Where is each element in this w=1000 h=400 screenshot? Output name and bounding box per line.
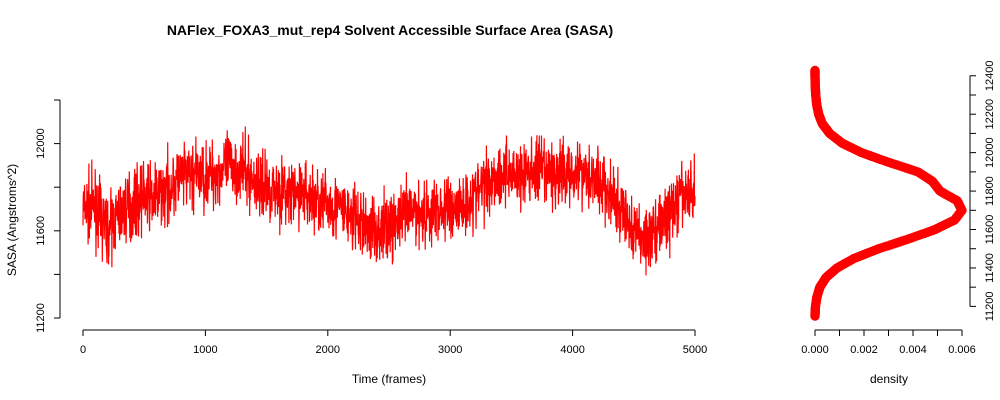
y-axis-label: SASA (Angstroms^2) [5, 164, 19, 276]
density-x-axis: 0.000 0.002 0.004 0.006 [801, 329, 976, 356]
density-point [810, 65, 820, 75]
y-tick-label: 11600 [35, 216, 47, 246]
x-tick-label: 4000 [560, 344, 584, 356]
chart-title: NAFlex_FOXA3_mut_rep4 Solvent Accessible… [167, 22, 613, 38]
x-tick-label: 0 [80, 344, 86, 356]
density-x-tick-label: 0.002 [850, 344, 878, 356]
density-y-tick-label: 11600 [984, 215, 996, 245]
y-axis: 11200 11600 12000 [35, 99, 61, 333]
x-axis: 0 1000 2000 3000 4000 5000 [80, 329, 707, 356]
x-axis-label: Time (frames) [352, 372, 426, 386]
density-y-tick-label: 12400 [984, 60, 996, 91]
density-y-tick-label: 11200 [984, 292, 996, 322]
density-y-tick-label: 12000 [984, 137, 996, 168]
density-y-axis: 11200 11400 11600 11800 12000 12200 12400 [969, 60, 996, 322]
density-y-tick-label: 11800 [984, 176, 996, 206]
sasa-series-line [82, 126, 696, 276]
x-tick-label: 3000 [438, 344, 462, 356]
density-y-tick-label: 12200 [984, 99, 996, 130]
density-x-tick-label: 0.004 [899, 344, 927, 356]
density-panel: 0.000 0.002 0.004 0.006 11200 11400 11600 1180… [801, 60, 996, 386]
x-tick-label: 5000 [683, 344, 707, 356]
density-x-tick-label: 0.000 [801, 344, 829, 356]
density-y-tick-label: 11400 [984, 253, 996, 283]
x-tick-label: 1000 [193, 344, 217, 356]
y-tick-label: 11200 [35, 303, 47, 333]
x-tick-label: 2000 [316, 344, 340, 356]
density-x-axis-label: density [870, 372, 908, 386]
y-tick-label: 12000 [35, 128, 47, 159]
density-x-tick-label: 0.006 [948, 344, 976, 356]
density-curve [810, 65, 967, 321]
time-series-panel: 0 1000 2000 3000 4000 5000 11200 11600 12000 Ti… [5, 99, 707, 386]
